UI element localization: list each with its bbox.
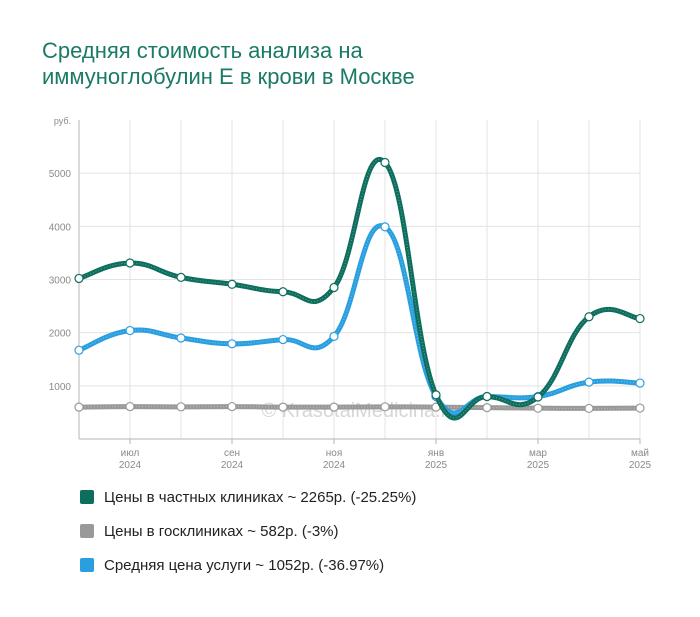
series-line-0: [76, 157, 643, 421]
data-point: [176, 333, 186, 343]
data-point: [176, 272, 186, 282]
data-point: [125, 401, 135, 412]
data-point: [74, 273, 84, 284]
y-tick-label: 5000: [49, 169, 72, 180]
series-line-1: [76, 223, 643, 416]
x-tick-label-year: 2024: [119, 460, 142, 471]
y-axis-unit-label: руб.: [54, 116, 71, 126]
x-tick-label-month: ноя: [326, 448, 343, 459]
data-point: [329, 331, 339, 341]
data-point: [74, 402, 84, 412]
data-point: [635, 403, 645, 413]
data-point: [533, 392, 543, 402]
watermark-text: © KrasotaiMedicina.ru: [261, 400, 458, 422]
legend-item: Цены в госклиниках ~ 582р. (-3%): [80, 522, 416, 540]
legend-item: Средняя цена услуги ~ 1052р. (-36.97%): [80, 556, 416, 574]
legend-swatch: [80, 490, 94, 504]
y-tick-label: 3000: [49, 276, 72, 287]
series-line-texture-1: [78, 225, 641, 414]
y-tick-label: 1000: [49, 382, 72, 393]
legend-swatch: [80, 524, 94, 538]
x-tick-label-year: 2025: [425, 460, 448, 471]
data-point: [431, 390, 441, 400]
y-tick-label: 4000: [49, 222, 72, 233]
data-point: [635, 313, 645, 324]
x-tick-label-year: 2024: [323, 460, 346, 471]
data-point: [584, 312, 594, 322]
data-point: [125, 325, 135, 336]
y-tick-label: 2000: [49, 329, 72, 340]
x-tick-label-month: июл: [121, 448, 140, 459]
data-point: [278, 402, 288, 412]
data-point: [278, 287, 288, 297]
data-point: [278, 334, 288, 345]
data-point: [227, 339, 237, 349]
data-point: [176, 402, 186, 412]
data-point: [380, 157, 390, 168]
data-point: [125, 258, 135, 268]
data-point: [380, 402, 390, 412]
chart-title-line-2: иммуноглобулин Е в крови в Москве: [42, 64, 415, 89]
chart-legend: Цены в частных клиниках ~ 2265р. (-25.25…: [80, 488, 416, 590]
data-point: [635, 378, 645, 388]
chart-title: Средняя стоимость анализа на иммуноглобу…: [42, 38, 662, 90]
series-line-texture-2: [78, 406, 641, 409]
data-point: [482, 391, 492, 402]
series-line-2: [76, 404, 643, 411]
data-point: [584, 403, 594, 414]
legend-label: Средняя цена услуги ~ 1052р. (-36.97%): [104, 556, 385, 574]
legend-swatch: [80, 558, 94, 572]
data-point: [533, 403, 543, 413]
data-point: [584, 377, 594, 387]
line-chart: 10002000300040005000руб.июл2024сен2024но…: [49, 116, 652, 471]
x-tick-label-month: мар: [529, 448, 547, 459]
data-point: [74, 345, 84, 355]
data-point: [380, 222, 390, 232]
x-tick-label-year: 2025: [629, 460, 652, 471]
x-tick-label-year: 2025: [527, 460, 550, 471]
x-tick-label-month: сен: [224, 448, 240, 459]
x-tick-label-month: май: [631, 448, 649, 459]
data-point: [227, 279, 237, 289]
data-point: [482, 403, 492, 413]
data-point: [227, 401, 237, 412]
legend-item: Цены в частных клиниках ~ 2265р. (-25.25…: [80, 488, 416, 506]
data-point: [329, 282, 339, 293]
legend-label: Цены в госклиниках ~ 582р. (-3%): [104, 522, 339, 540]
legend-label: Цены в частных клиниках ~ 2265р. (-25.25…: [104, 488, 417, 506]
x-tick-label-year: 2024: [221, 460, 244, 471]
data-point: [329, 402, 339, 412]
x-tick-label-month: янв: [428, 448, 444, 459]
chart-title-line-1: Средняя стоимость анализа на: [42, 38, 363, 63]
